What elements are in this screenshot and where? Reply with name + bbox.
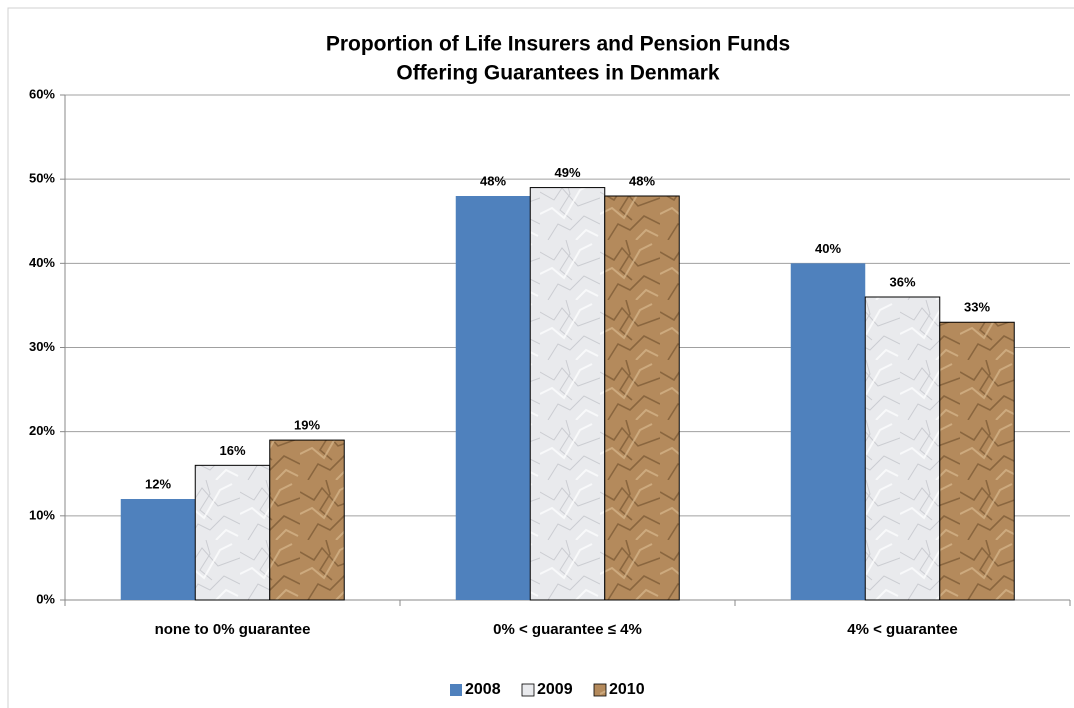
x-tick-label: 4% < guarantee: [847, 621, 957, 638]
data-label: 16%: [219, 443, 245, 458]
y-tick-label: 10%: [29, 507, 55, 522]
data-label: 36%: [889, 274, 915, 289]
x-tick-label: 0% < guarantee ≤ 4%: [493, 621, 642, 638]
data-label: 19%: [294, 418, 320, 433]
y-tick-label: 30%: [29, 339, 55, 354]
data-label: 12%: [145, 476, 171, 491]
bar: [455, 196, 531, 600]
data-label: 48%: [480, 173, 506, 188]
bar: [864, 296, 941, 601]
legend-swatch: [521, 683, 535, 697]
chart-title: Offering Guarantees in Denmark: [396, 62, 720, 85]
y-tick-label: 50%: [29, 171, 55, 186]
bar: [604, 195, 680, 601]
chart-title: Proportion of Life Insurers and Pension …: [326, 33, 790, 56]
y-tick-label: 0%: [36, 591, 55, 606]
bar: [120, 499, 196, 600]
legend-swatch: [450, 684, 462, 696]
data-label: 33%: [964, 300, 990, 315]
y-tick-label: 60%: [29, 86, 55, 101]
legend-label: 2009: [537, 681, 573, 698]
data-label: 40%: [815, 241, 841, 256]
bar: [790, 263, 866, 600]
bar: [529, 187, 606, 601]
legend-label: 2010: [609, 681, 645, 698]
data-label: 48%: [629, 173, 655, 188]
bar: [269, 439, 345, 601]
y-tick-label: 40%: [29, 255, 55, 270]
bar: [194, 464, 271, 601]
legend-label: 2008: [465, 681, 501, 698]
legend-swatch: [593, 683, 607, 697]
data-label: 49%: [554, 165, 580, 180]
x-tick-label: none to 0% guarantee: [155, 621, 311, 638]
bar: [939, 321, 1015, 601]
y-tick-label: 20%: [29, 423, 55, 438]
